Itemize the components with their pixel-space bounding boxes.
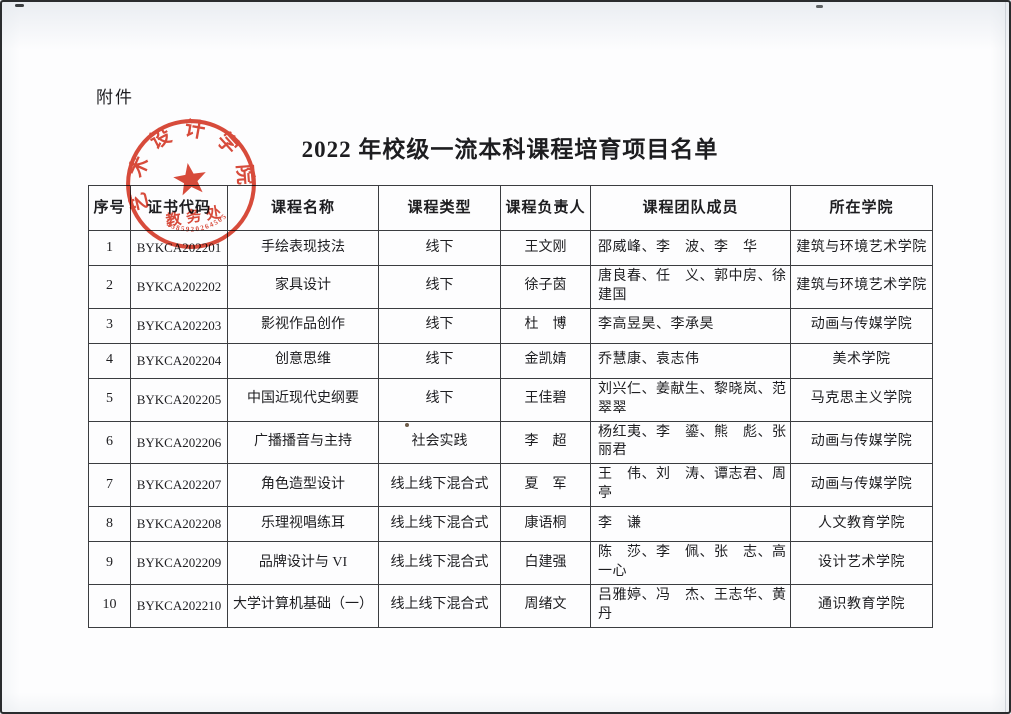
cell-team: 唐良春、任 义、郭中房、徐建国 [590, 265, 791, 309]
cell-team: 李 谦 [590, 506, 791, 543]
cell-code: BYKCA202209 [130, 541, 228, 585]
cell-type: 线上线下混合式 [378, 463, 501, 508]
cell-leader: 夏 军 [500, 463, 591, 508]
scan-speck [816, 5, 823, 8]
cell-no: 1 [88, 230, 131, 266]
table-row: 2 BYKCA202202 家具设计 线下 徐子茵 唐良春、任 义、郭中房、徐建国 建筑与环… [88, 265, 933, 309]
cell-name: 中国近现代史纲要 [227, 377, 379, 422]
cell-leader: 金凯婧 [500, 342, 591, 379]
cell-code: BYKCA202203 [130, 307, 228, 344]
cell-name: 大学计算机基础（一） [227, 583, 379, 628]
cell-leader: 徐子茵 [500, 265, 591, 309]
header-college: 所在学院 [790, 185, 933, 231]
cell-name: 家具设计 [227, 265, 379, 309]
cell-type: 线下 [378, 307, 501, 344]
cell-no: 2 [88, 265, 131, 309]
cell-code: BYKCA202205 [130, 377, 228, 422]
cell-college: 美术学院 [790, 342, 933, 379]
table-header-row: 序号 证书代码 课程名称 课程类型 课程负责人 课程团队成员 所在学院 [88, 185, 933, 231]
cell-no: 9 [88, 541, 131, 585]
scan-artifact-dot [405, 423, 409, 427]
header-team: 课程团队成员 [590, 185, 791, 231]
cell-leader: 李 超 [500, 420, 591, 465]
cell-no: 3 [88, 307, 131, 344]
cell-no: 10 [88, 583, 131, 628]
cell-college: 建筑与环境艺术学院 [790, 230, 933, 266]
table-row: 1 BYKCA202201 手绘表现技法 线下 王文刚 邵威峰、李 波、李 华建筑与环境艺… [88, 230, 933, 266]
cell-name: 角色造型设计 [227, 463, 379, 508]
cell-code: BYKCA202210 [130, 583, 228, 628]
cell-college: 动画与传媒学院 [790, 307, 933, 344]
cell-college: 设计艺术学院 [790, 541, 933, 585]
header-leader: 课程负责人 [500, 185, 591, 231]
page-title: 2022 年校级一流本科课程培育项目名单 [301, 137, 719, 162]
cell-name: 创意思维 [227, 342, 379, 379]
cell-no: 4 [88, 342, 131, 379]
table-row: 7 BYKCA202207 角色造型设计 线上线下混合式夏 军王 伟、刘 涛、谭志君、… [88, 463, 933, 508]
cell-no: 6 [88, 420, 131, 465]
cell-college: 通识教育学院 [790, 583, 933, 628]
cell-name: 品牌设计与 VI [227, 541, 379, 585]
course-table: 序号 证书代码 课程名称 课程类型 课程负责人 课程团队成员 所在学院 1 BYK… [88, 185, 933, 628]
cell-team: 王 伟、刘 涛、谭志君、周 亭 [590, 463, 791, 508]
cell-college: 动画与传媒学院 [790, 463, 933, 508]
table-row: 3 BYKCA202203 影视作品创作 线下杜 博李高昱昊、李承昊 动画与传媒学院 [88, 307, 933, 344]
header-type: 课程类型 [378, 185, 501, 231]
table-row: 8 BYKCA202208 乐理视唱练耳 线上线下混合式 康语桐李 谦人文教育学院 [88, 506, 933, 543]
header-name: 课程名称 [227, 185, 379, 231]
cell-leader: 王文刚 [500, 230, 591, 266]
cell-team: 李高昱昊、李承昊 [590, 307, 791, 344]
table-row: 5 BYKCA202205 中国近现代史纲要 线下 王佳碧 刘兴仁、姜献生、黎晓岚、范翠翠… [88, 377, 933, 422]
cell-name: 手绘表现技法 [227, 230, 379, 266]
cell-name: 广播播音与主持 [227, 420, 379, 465]
cell-college: 动画与传媒学院 [790, 420, 933, 465]
cell-college: 马克思主义学院 [790, 377, 933, 422]
cell-type: 线下 [378, 342, 501, 379]
cell-leader: 周绪文 [500, 583, 591, 628]
cell-team: 乔慧康、袁志伟 [590, 342, 791, 379]
scan-speck [15, 4, 24, 7]
cell-type: 线下 [378, 377, 501, 422]
cell-team: 邵威峰、李 波、李 华 [590, 230, 791, 266]
cell-name: 影视作品创作 [227, 307, 379, 344]
cell-no: 8 [88, 506, 131, 543]
table-row: 6 BYKCA202206 广播播音与主持 社会实践李 超杨红夷、李 鎏、熊 彪、张丽… [88, 420, 933, 465]
cell-type: 线下 [378, 230, 501, 266]
cell-college: 建筑与环境艺术学院 [790, 265, 933, 309]
table-row: 4 BYKCA202204 创意思维 线下 金凯婧 乔慧康、袁志伟 美术学院 [88, 342, 933, 379]
header-code: 证书代码 [130, 185, 228, 231]
cell-college: 人文教育学院 [790, 506, 933, 543]
cell-type: 线下 [378, 265, 501, 309]
cell-code: BYKCA202207 [130, 463, 228, 508]
cell-type: 社会实践 [378, 420, 501, 465]
cell-leader: 康语桐 [500, 506, 591, 543]
cell-name: 乐理视唱练耳 [227, 506, 379, 543]
cell-code: BYKCA202202 [130, 265, 228, 309]
cell-leader: 白建强 [500, 541, 591, 585]
cell-team: 杨红夷、李 鎏、熊 彪、张丽君 [590, 420, 791, 465]
cell-no: 7 [88, 463, 131, 508]
cell-type: 线上线下混合式 [378, 506, 501, 543]
cell-leader: 杜 博 [500, 307, 591, 344]
cell-team: 刘兴仁、姜献生、黎晓岚、范翠翠 [590, 377, 791, 422]
cell-team: 吕雅婷、冯 杰、王志华、黄 丹 [590, 583, 791, 628]
attachment-label: 附件 [96, 88, 134, 107]
cell-code: BYKCA202204 [130, 342, 228, 379]
cell-type: 线上线下混合式 [378, 541, 501, 585]
cell-type: 线上线下混合式 [378, 583, 501, 628]
table-row: 10 BYKCA202210 大学计算机基础（一） 线上线下混合式 周绪文 吕雅婷、冯 杰… [88, 583, 933, 628]
header-no: 序号 [88, 185, 131, 231]
table-row: 9 BYKCA202209 品牌设计与 VI 线上线下混合式 白建强陈 莎、李 佩、张 … [88, 541, 933, 585]
cell-leader: 王佳碧 [500, 377, 591, 422]
cell-code: BYKCA202201 [130, 230, 228, 266]
cell-code: BYKCA202206 [130, 420, 228, 465]
cell-code: BYKCA202208 [130, 506, 228, 543]
scan-edge-line [1005, 0, 1006, 714]
cell-no: 5 [88, 377, 131, 422]
cell-team: 陈 莎、李 佩、张 志、高一心 [590, 541, 791, 585]
